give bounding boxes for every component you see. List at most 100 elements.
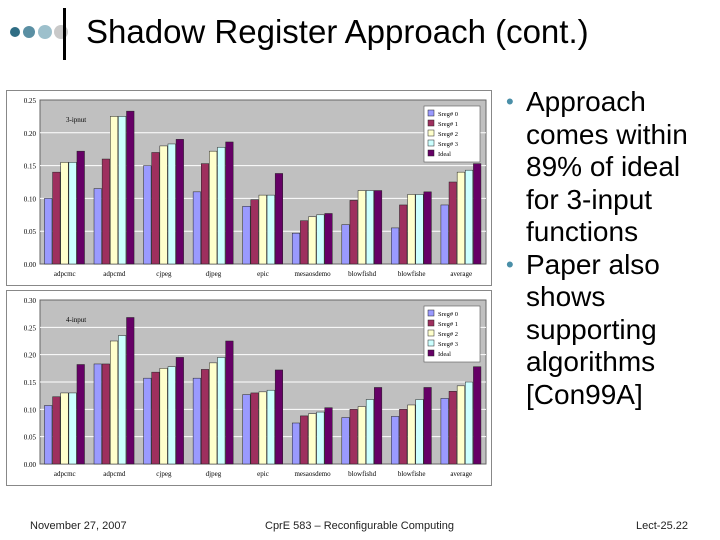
legend-label: Ideal	[438, 351, 451, 358]
legend-swatch	[427, 139, 435, 147]
x-tick-label: mesaosdemo	[294, 470, 331, 478]
x-tick-label: cjpeg	[156, 470, 172, 478]
bar	[291, 422, 301, 465]
bar	[209, 362, 218, 465]
y-tick-label: 0.05	[24, 228, 37, 236]
bar	[192, 191, 201, 265]
bar	[465, 169, 474, 265]
bar	[374, 190, 383, 265]
bar	[52, 396, 61, 465]
bar	[473, 366, 482, 465]
y-tick-label: 0.25	[24, 97, 37, 105]
bar	[258, 391, 267, 465]
bullet-text: Paper also shows supporting algorithms […	[526, 248, 660, 410]
bar	[456, 171, 465, 265]
y-tick-label: 0.30	[24, 297, 37, 305]
y-tick-label: 0.05	[24, 434, 37, 442]
bar	[308, 216, 317, 265]
x-tick-label: epic	[257, 270, 269, 278]
bar	[217, 357, 226, 465]
x-tick-label: adpcmd	[103, 270, 126, 278]
bar	[250, 199, 259, 265]
bar	[266, 194, 275, 265]
bar	[440, 204, 449, 265]
y-tick-label: 0.15	[24, 163, 37, 171]
bar	[52, 171, 61, 265]
x-tick-label: blowfishe	[398, 270, 426, 278]
bar	[118, 335, 127, 465]
x-tick-label: epic	[257, 470, 269, 478]
bar	[201, 369, 210, 465]
bar	[448, 391, 457, 465]
bar	[423, 191, 432, 265]
bar	[316, 214, 325, 265]
bar	[357, 406, 366, 465]
legend-swatch	[427, 349, 435, 357]
y-tick-label: 0.00	[24, 261, 37, 269]
bar	[143, 165, 152, 265]
bar	[415, 399, 424, 465]
chart-title: 3-ipnut	[66, 116, 86, 124]
bar	[118, 116, 127, 265]
bar	[473, 163, 482, 265]
bar	[465, 381, 474, 465]
bullet-item: • Approach comes within 89% of ideal for…	[500, 86, 710, 249]
bar	[60, 162, 69, 265]
bar	[126, 110, 135, 265]
bar	[324, 213, 333, 265]
bar-chart-svg: 0.00 0.05 0.10 0.15 0.20 0.25 adpcmc adpcmd cjpe…	[6, 90, 492, 286]
legend-swatch	[427, 119, 435, 127]
x-tick-label: blowfishd	[348, 470, 377, 478]
bar	[225, 141, 234, 265]
y-tick-label: 0.20	[24, 352, 37, 360]
bar	[349, 409, 358, 465]
bar	[225, 340, 234, 465]
bar	[101, 363, 110, 465]
decoration-dot	[23, 26, 35, 38]
legend-label: Ideal	[438, 151, 451, 158]
x-tick-label: average	[450, 470, 472, 478]
title-divider	[63, 8, 66, 60]
bar	[242, 206, 251, 265]
legend-swatch	[427, 309, 435, 317]
bar	[308, 413, 317, 465]
bar	[374, 387, 383, 465]
bullet-text: Approach comes within 89% of ideal for 3…	[526, 86, 688, 247]
bar	[143, 377, 152, 465]
legend-swatch	[427, 339, 435, 347]
bar	[365, 399, 374, 465]
bar	[76, 150, 85, 265]
bar	[407, 194, 416, 265]
bar	[391, 227, 400, 265]
bar	[44, 405, 53, 465]
x-tick-label: adpcmd	[103, 470, 126, 478]
bar	[399, 204, 408, 265]
legend-label: Sreg# 3	[438, 341, 458, 348]
bar	[159, 145, 168, 265]
legend-swatch	[427, 129, 435, 137]
bar	[60, 392, 69, 465]
bar	[151, 371, 160, 465]
chart-3-input: 0.00 0.05 0.10 0.15 0.20 0.25 adpcmc adpcmd cjpe…	[6, 90, 492, 286]
footer-course: CprE 583 – Reconfigurable Computing	[265, 520, 454, 532]
legend-swatch	[427, 329, 435, 337]
legend-label: Sreg# 2	[438, 331, 458, 338]
chart-4-input: 0.00 0.05 0.10 0.15 0.20 0.25 0.30 adpcmc adpcmd…	[6, 290, 492, 486]
footer-date: November 27, 2007	[30, 520, 127, 532]
bullet-list: • Approach comes within 89% of ideal for…	[500, 86, 710, 411]
legend-label: Sreg# 2	[438, 131, 458, 138]
bar	[291, 232, 301, 265]
bar	[365, 190, 374, 265]
y-tick-label: 0.10	[24, 195, 37, 203]
bar	[76, 364, 85, 465]
bar	[159, 368, 168, 465]
bar	[68, 392, 77, 465]
legend-label: Sreg# 3	[438, 141, 458, 148]
bar	[266, 389, 275, 465]
bar	[126, 317, 135, 465]
x-tick-label: cjpeg	[156, 270, 172, 278]
bar	[201, 163, 210, 265]
bar	[448, 181, 457, 265]
bar	[175, 357, 184, 465]
bar	[274, 369, 283, 465]
